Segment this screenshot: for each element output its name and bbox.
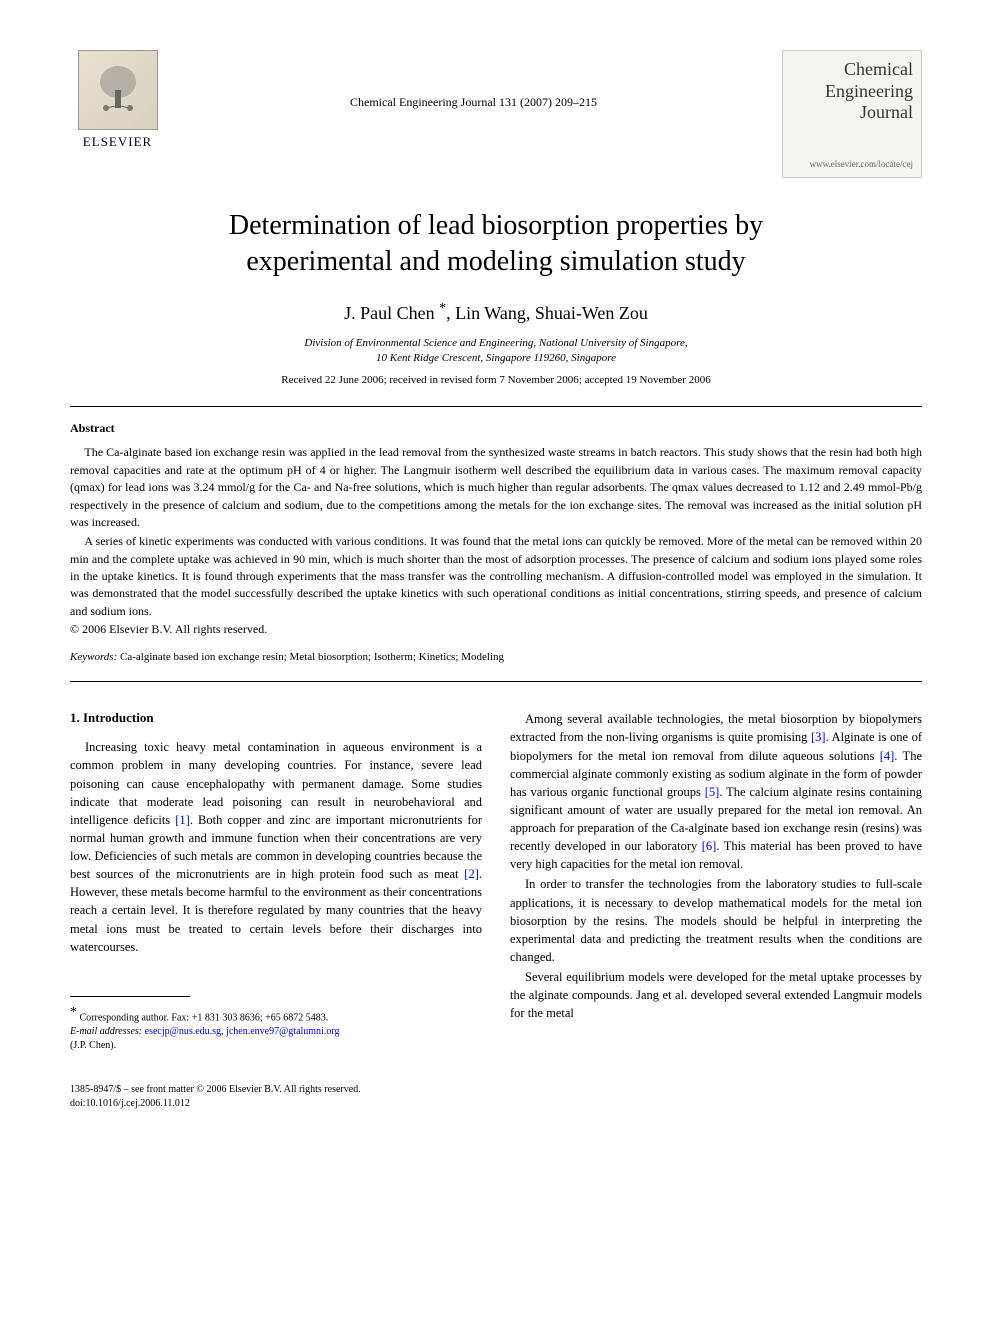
abstract-p1: The Ca-alginate based ion exchange resin… [70, 444, 922, 531]
journal-reference: Chemical Engineering Journal 131 (2007) … [165, 50, 782, 110]
citation-link[interactable]: [2] [464, 867, 479, 881]
title-line1: Determination of lead biosorption proper… [229, 210, 763, 241]
footer-copyright: 1385-8947/$ – see front matter © 2006 El… [70, 1084, 361, 1095]
footnote-corr: Corresponding author. Fax: +1 831 303 86… [80, 1012, 329, 1023]
divider [70, 406, 922, 407]
elsevier-tree-icon [78, 50, 158, 130]
citation-link[interactable]: [4] [880, 749, 895, 763]
footnote: * Corresponding author. Fax: +1 831 303 … [70, 1003, 482, 1053]
email-label: E-mail addresses: [70, 1026, 142, 1037]
abstract-p2: A series of kinetic experiments was cond… [70, 533, 922, 620]
divider [70, 681, 922, 682]
keywords-label: Keywords: [70, 651, 117, 663]
section-heading: 1. Introduction [70, 710, 482, 726]
abstract-body: The Ca-alginate based ion exchange resin… [70, 444, 922, 620]
author-primary: J. Paul Chen [344, 303, 439, 323]
citation-link[interactable]: [1] [175, 813, 190, 827]
authors-rest: , Lin Wang, Shuai-Wen Zou [446, 303, 648, 323]
email-link[interactable]: jchen.enve97@gtalumni.org [226, 1026, 339, 1037]
footer-doi: doi:10.1016/j.cej.2006.11.012 [70, 1098, 190, 1109]
authors: J. Paul Chen *, Lin Wang, Shuai-Wen Zou [70, 301, 922, 324]
left-column: 1. Introduction Increasing toxic heavy m… [70, 710, 482, 1053]
two-column-body: 1. Introduction Increasing toxic heavy m… [70, 710, 922, 1053]
intro-p1: Increasing toxic heavy metal contaminati… [70, 738, 482, 956]
intro-p2: Among several available technologies, th… [510, 710, 922, 873]
title-line2: experimental and modeling simulation stu… [246, 246, 745, 277]
affiliation-l1: Division of Environmental Science and En… [304, 337, 687, 349]
intro-p4: Several equilibrium models were develope… [510, 968, 922, 1022]
journal-logo-box: Chemical Engineering Journal www.elsevie… [782, 50, 922, 178]
abstract-heading: Abstract [70, 421, 922, 436]
article-title: Determination of lead biosorption proper… [110, 208, 882, 281]
journal-name: Chemical Engineering Journal [791, 59, 913, 124]
citation-link[interactable]: [3] [811, 730, 826, 744]
affiliation-l2: 10 Kent Ridge Crescent, Singapore 119260… [376, 352, 616, 364]
affiliation: Division of Environmental Science and En… [70, 336, 922, 367]
body-text: Among several available technologies, th… [510, 710, 922, 1022]
keywords: Keywords: Ca-alginate based ion exchange… [70, 651, 922, 663]
citation-link[interactable]: [6] [702, 839, 717, 853]
journal-name-l3: Journal [860, 102, 913, 122]
body-text: Increasing toxic heavy metal contaminati… [70, 738, 482, 956]
journal-name-l2: Engineering [825, 81, 913, 101]
article-dates: Received 22 June 2006; received in revis… [70, 374, 922, 386]
publisher-name: ELSEVIER [83, 134, 152, 150]
footnote-divider [70, 996, 190, 997]
keywords-text: Ca-alginate based ion exchange resin; Me… [117, 651, 504, 663]
header-row: ELSEVIER Chemical Engineering Journal 13… [70, 50, 922, 178]
email-link[interactable]: esecjp@nus.edu.sg [145, 1026, 221, 1037]
right-column: Among several available technologies, th… [510, 710, 922, 1053]
page-footer: 1385-8947/$ – see front matter © 2006 El… [70, 1083, 922, 1111]
journal-name-l1: Chemical [844, 59, 913, 79]
citation-link[interactable]: [5] [705, 785, 720, 799]
copyright: © 2006 Elsevier B.V. All rights reserved… [70, 622, 922, 637]
footnote-mark: * [70, 1005, 77, 1020]
publisher-logo: ELSEVIER [70, 50, 165, 155]
footnote-author: (J.P. Chen). [70, 1040, 116, 1051]
journal-url: www.elsevier.com/locate/cej [791, 159, 913, 169]
intro-p3: In order to transfer the technologies fr… [510, 875, 922, 966]
